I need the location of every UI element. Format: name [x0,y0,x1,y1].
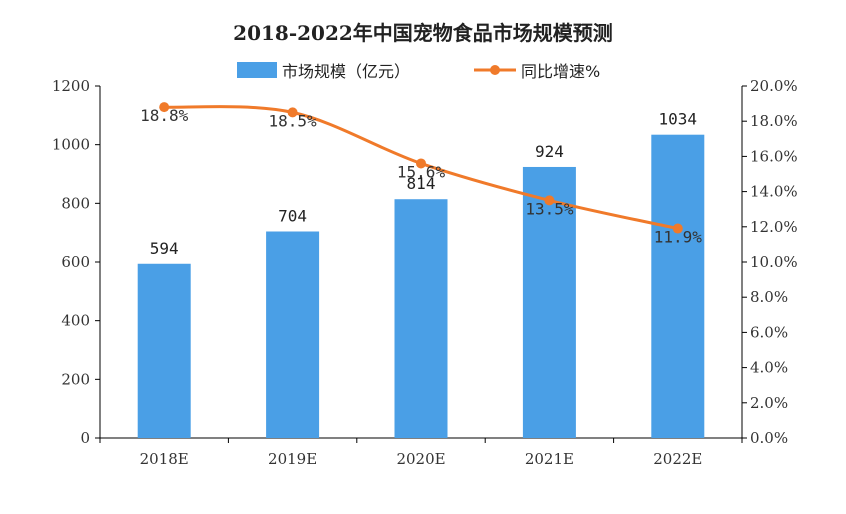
legend-bar-swatch [237,62,277,78]
legend-bar-label: 市场规模（亿元） [282,62,410,81]
growth-point [416,158,426,169]
left-axis-ticks: 0 200 400 600 800 1000 1200 [52,77,100,447]
growth-value-label: 15.6% [397,162,446,181]
legend-line-label: 同比增速% [521,62,600,81]
bar-value-label: 924 [535,142,564,161]
x-tick-label: 2021E [525,450,574,468]
left-tick-label: 200 [61,370,90,388]
x-tick-label: 2019E [268,450,317,468]
growth-point [672,223,683,234]
right-tick-label: 16.0% [750,147,798,165]
right-tick-label: 12.0% [750,218,798,236]
x-tick-label: 2020E [396,450,445,468]
bar [522,166,576,438]
growth-line-series [159,102,683,234]
right-tick-label: 2.0% [750,394,788,412]
right-tick-label: 20.0% [750,77,798,95]
growth-point [544,195,555,206]
chart-title: 2018-2022年中国宠物食品市场规模预测 [233,21,613,45]
x-tick-label: 2018E [140,450,189,468]
growth-data-labels: 18.8% 18.5% 15.6% 13.5% 11.9% [140,106,702,246]
bar-series [137,134,705,438]
growth-value-label: 13.5% [525,199,574,218]
bar [651,134,705,438]
x-axis-ticks: 2018E 2019E 2020E 2021E 2022E [99,438,743,468]
bar-value-label: 814 [407,174,436,193]
right-tick-label: 18.0% [750,112,798,130]
bar-data-labels: 594 704 814 924 1034 [150,110,697,258]
bar-value-label: 594 [150,239,179,258]
bar [137,263,191,438]
left-tick-label: 400 [61,312,90,330]
right-tick-label: 6.0% [750,323,788,341]
left-tick-label: 1200 [52,77,90,95]
right-tick-label: 10.0% [750,253,798,271]
growth-point [159,102,170,113]
growth-point [287,107,298,118]
growth-value-label: 11.9% [654,228,703,247]
left-tick-label: 0 [80,429,90,447]
right-tick-label: 0.0% [750,429,788,447]
left-tick-label: 600 [61,253,90,271]
right-tick-label: 4.0% [750,359,788,377]
growth-value-label: 18.5% [269,111,318,130]
legend: 市场规模（亿元） 同比增速% [237,62,600,81]
left-tick-label: 1000 [52,136,90,154]
legend-line-marker [490,65,500,75]
right-tick-label: 14.0% [750,183,798,201]
bar-value-label: 1034 [659,110,698,129]
x-tick-label: 2022E [653,450,702,468]
bar [394,199,448,438]
left-tick-label: 800 [61,194,90,212]
bar-value-label: 704 [278,206,307,225]
right-tick-label: 8.0% [750,288,788,306]
growth-value-label: 18.8% [140,106,189,125]
right-axis-ticks: 0.0% 2.0% 4.0% 6.0% 8.0% 10.0% 12.0% 14.0% 16.0%… [742,77,798,447]
bar [266,231,320,438]
